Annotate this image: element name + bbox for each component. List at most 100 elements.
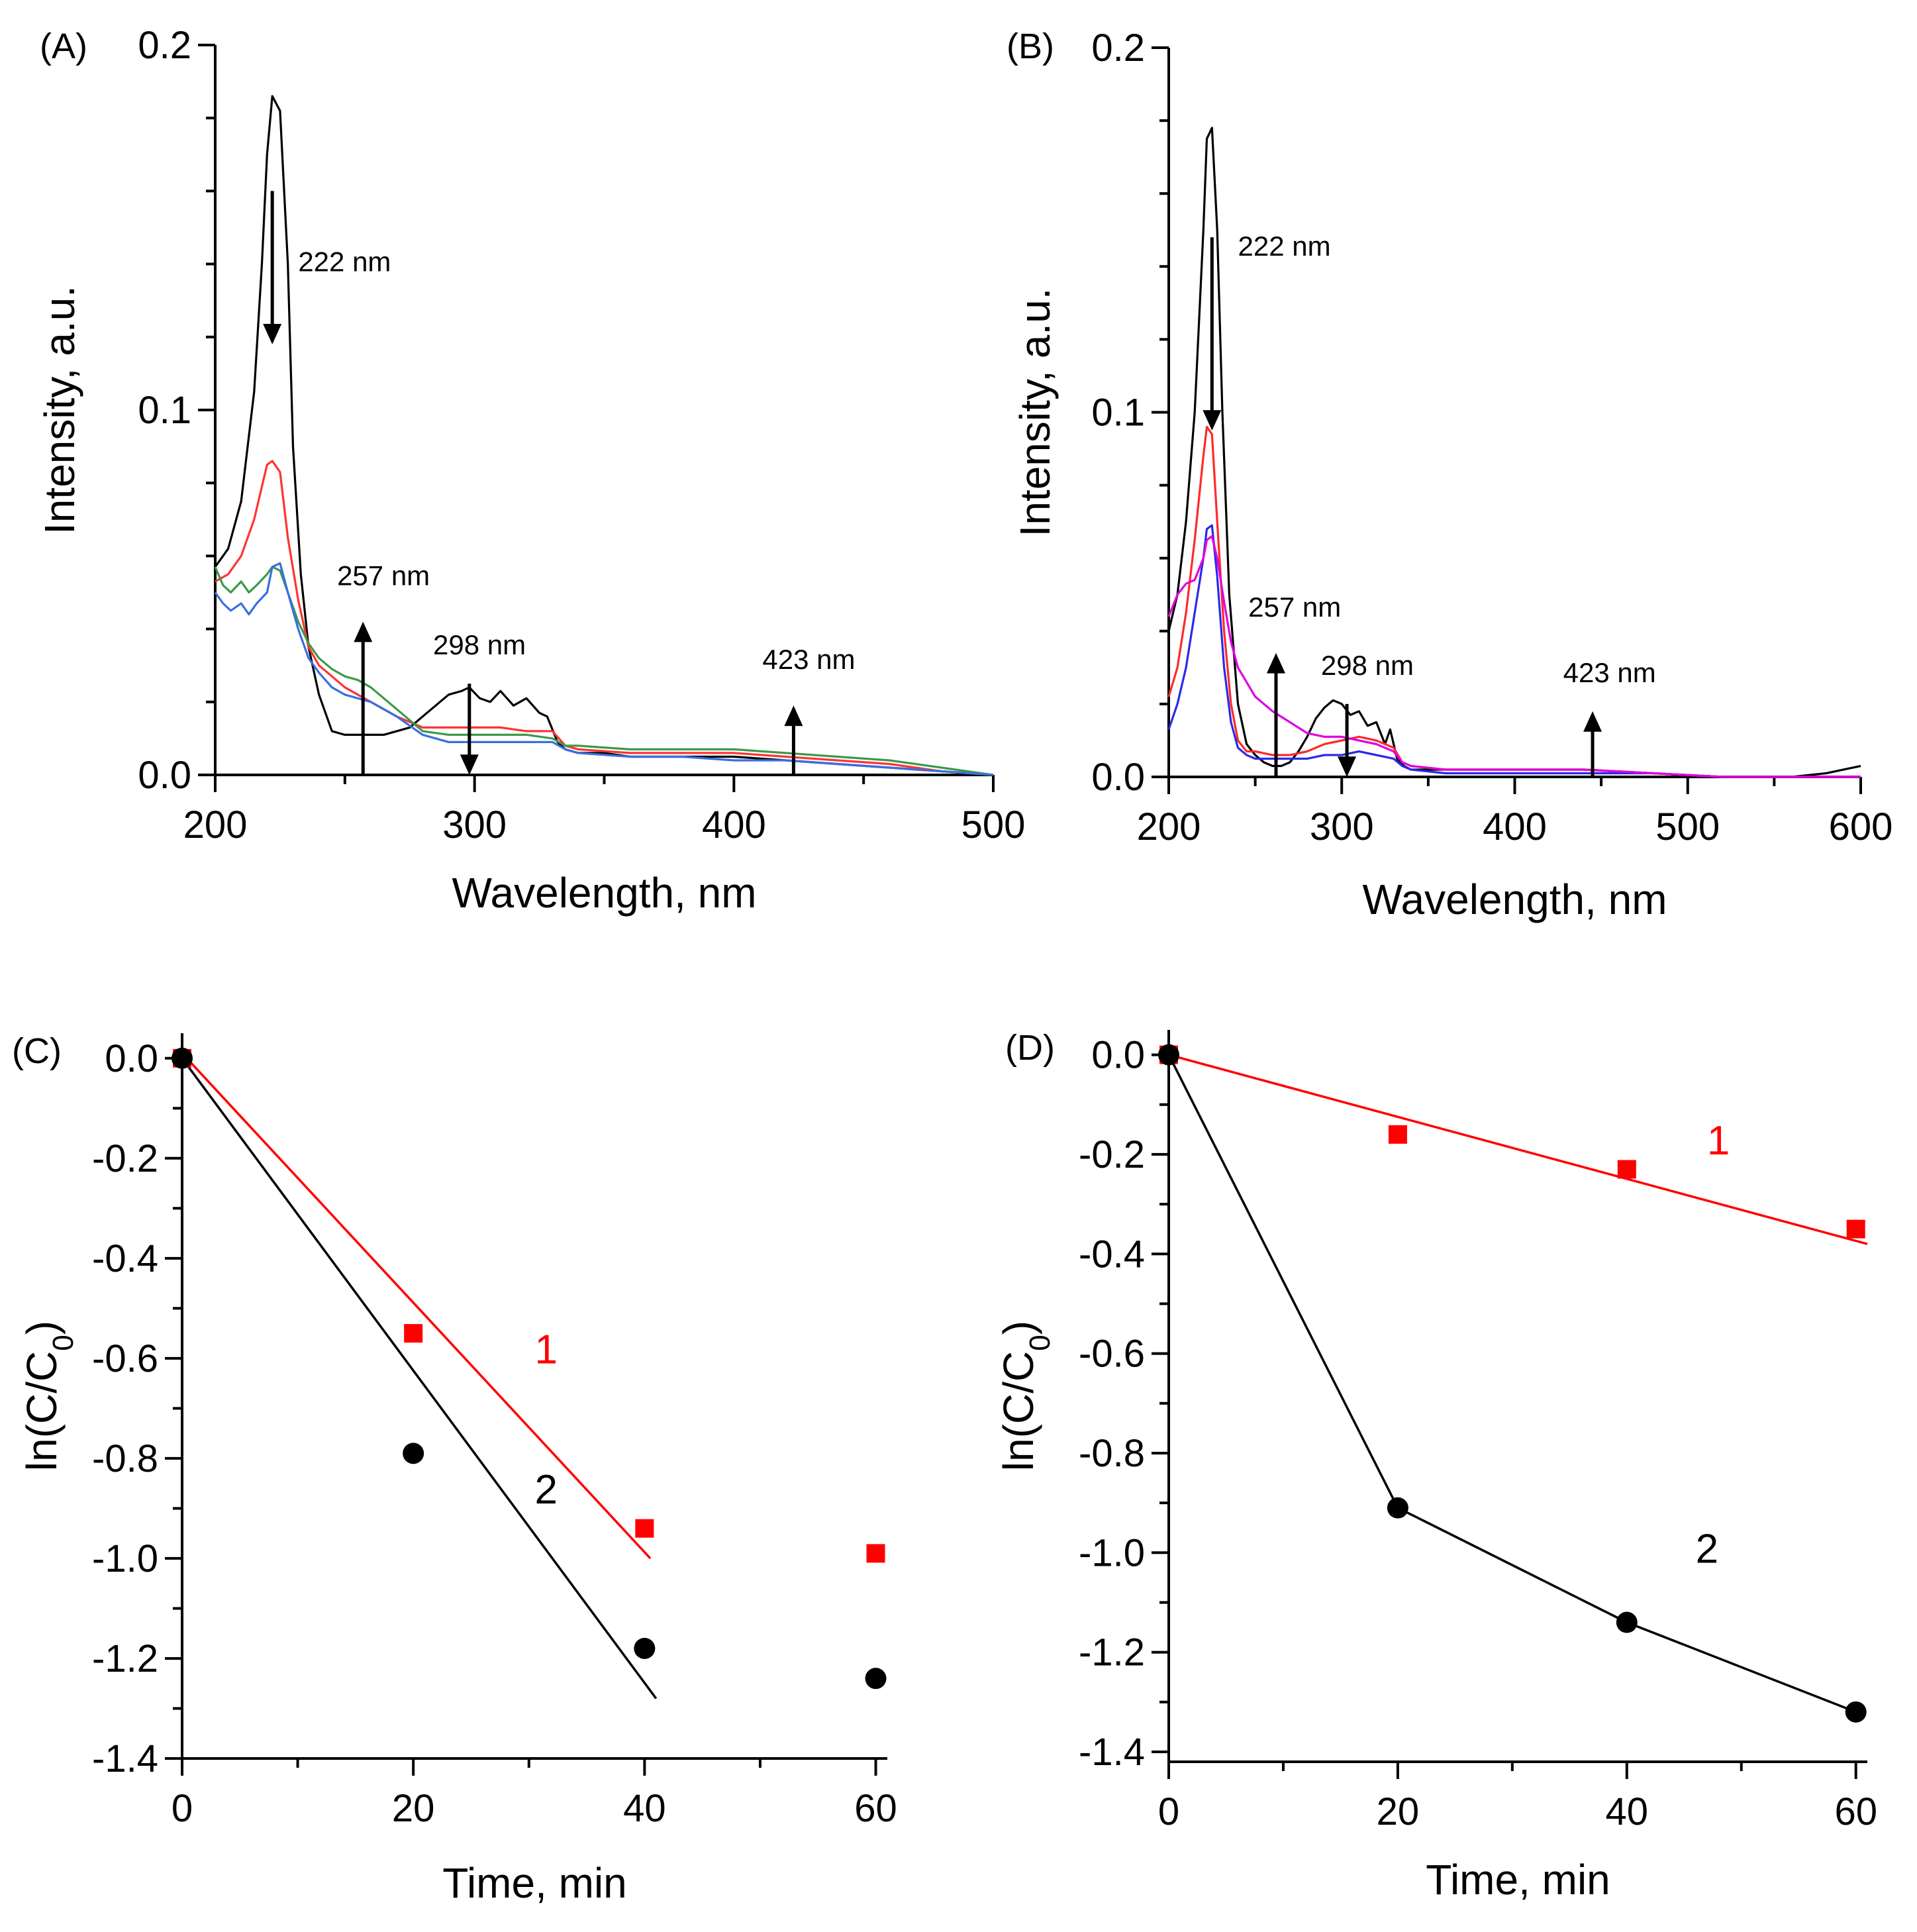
peak-label: 423 nm [1563, 657, 1656, 688]
x-tick-label: 60 [854, 1787, 897, 1830]
y-tick-label: 0.1 [138, 389, 191, 432]
marker-circle [1845, 1701, 1867, 1723]
arrow-head [460, 754, 479, 775]
marker-circle [634, 1637, 656, 1659]
y-tick-label: -0.4 [92, 1237, 158, 1280]
arrow-head [784, 705, 803, 727]
panel-label: (D) [1005, 1028, 1055, 1068]
peak-label: 423 nm [762, 644, 855, 675]
y-tick-label: -0.4 [1079, 1233, 1145, 1276]
x-tick-label: 60 [1834, 1790, 1877, 1833]
peak-label: 222 nm [298, 246, 391, 278]
arrow-head [1583, 711, 1602, 732]
marker-circle [1158, 1044, 1179, 1066]
y-tick-label: 0.2 [1091, 26, 1145, 70]
y-tick-label: -1.4 [1079, 1731, 1145, 1774]
y-axis-label: Intensity, a.u. [36, 285, 83, 534]
arrow-head [1203, 410, 1222, 431]
x-axis-label: Time, min [442, 1859, 627, 1907]
marker-square [866, 1544, 885, 1563]
y-tick-label: -0.8 [92, 1437, 158, 1480]
y-tick-label: -0.8 [1079, 1432, 1145, 1475]
y-axis-label: ln(C/C0) [18, 1321, 79, 1471]
marker-circle [1387, 1497, 1408, 1519]
x-tick-label: 400 [702, 803, 766, 846]
series-line-green [214, 566, 994, 776]
x-tick-label: 200 [1137, 805, 1201, 848]
marker-square [1846, 1219, 1865, 1239]
fit-line-2 [1167, 1054, 1857, 1713]
x-tick-label: 40 [623, 1787, 666, 1830]
marker-square [404, 1324, 423, 1343]
x-tick-label: 0 [1158, 1790, 1179, 1833]
y-tick-label: -0.2 [92, 1137, 158, 1180]
marker-circle [403, 1443, 424, 1464]
y-tick-label: -1.2 [92, 1637, 158, 1680]
fit-line-1 [181, 1052, 652, 1560]
series-label: 2 [535, 1467, 558, 1513]
peak-label: 257 nm [1248, 591, 1341, 623]
marker-square [635, 1519, 654, 1538]
panel-c: (C) 0 20 40 60 0.0 -0.2 -0.4 -0.6 -0.8 -1.0 -1.2 -1.… [12, 1031, 897, 1907]
x-tick-label: 300 [1310, 805, 1374, 848]
panel-label: (A) [40, 26, 87, 66]
y-tick-label: -1.0 [1079, 1531, 1145, 1574]
x-axis-label: Time, min [1426, 1856, 1610, 1904]
series-line-blue [214, 562, 994, 776]
x-tick-label: 200 [183, 803, 248, 846]
x-tick-label: 20 [392, 1787, 435, 1830]
y-tick-label: 0.0 [105, 1037, 158, 1080]
x-tick-label: 500 [961, 803, 1026, 846]
x-tick-label: 40 [1606, 1790, 1649, 1833]
x-axis-label: Wavelength, nm [1362, 876, 1667, 923]
y-tick-label: -1.0 [92, 1537, 158, 1580]
y-tick-label: 0.0 [138, 754, 191, 797]
peak-label: 257 nm [337, 560, 430, 591]
x-tick-label: 500 [1655, 805, 1720, 848]
arrow-head [1338, 756, 1357, 777]
marker-circle [1616, 1611, 1638, 1633]
panel-a: (A) 200 300 400 500 0.0 0.1 0.2 Wavelength, nm In… [36, 24, 1025, 917]
peak-label: 298 nm [1321, 650, 1414, 681]
series-line-magenta [1167, 535, 1861, 778]
y-tick-label: -1.2 [1079, 1631, 1145, 1674]
y-tick-label: 0.2 [138, 24, 191, 67]
y-tick-label: -0.6 [1079, 1333, 1145, 1376]
arrow-head [263, 324, 282, 344]
arrow-head [1266, 652, 1285, 674]
panel-label: (B) [1007, 26, 1054, 66]
marker-square [1388, 1125, 1407, 1144]
fit-line-1 [1168, 1053, 1868, 1245]
marker-circle [865, 1668, 887, 1690]
series-line-red [215, 460, 994, 776]
series-label: 2 [1696, 1526, 1718, 1572]
series-line-black [214, 95, 994, 776]
x-tick-label: 600 [1829, 805, 1893, 848]
y-axis-label: Intensity, a.u. [1011, 288, 1059, 537]
peak-label: 222 nm [1238, 230, 1331, 262]
y-tick-label: -1.4 [92, 1737, 158, 1780]
y-tick-label: 0.0 [1091, 1034, 1145, 1077]
series-line-blue [1167, 524, 1861, 778]
marker-square [1617, 1160, 1636, 1179]
arrow-head [354, 621, 373, 642]
series-label: 1 [535, 1327, 558, 1372]
x-axis-label: Wavelength, nm [452, 869, 756, 917]
marker-circle [172, 1047, 193, 1069]
panel-d: (D) 0 20 40 60 0.0 -0.2 -0.4 -0.6 -0.8 -1.0 -1.2 -1.… [995, 1028, 1877, 1904]
x-tick-label: 300 [442, 803, 507, 846]
x-tick-label: 0 [172, 1787, 193, 1830]
y-tick-label: 0.0 [1091, 756, 1145, 799]
y-tick-label: -0.2 [1079, 1133, 1145, 1176]
x-tick-label: 400 [1483, 805, 1547, 848]
x-tick-label: 20 [1377, 1790, 1420, 1833]
fit-line-2 [181, 1057, 658, 1700]
y-tick-label: 0.1 [1091, 391, 1145, 434]
series-line-black [1167, 127, 1861, 778]
y-axis-label: ln(C/C0) [995, 1321, 1056, 1471]
panel-b: (B) 200 300 400 500 600 0.0 0.1 0.2 Wavelength, n… [1007, 26, 1892, 923]
series-label: 1 [1707, 1118, 1730, 1164]
panel-label: (C) [12, 1031, 62, 1071]
peak-label: 298 nm [433, 629, 526, 660]
